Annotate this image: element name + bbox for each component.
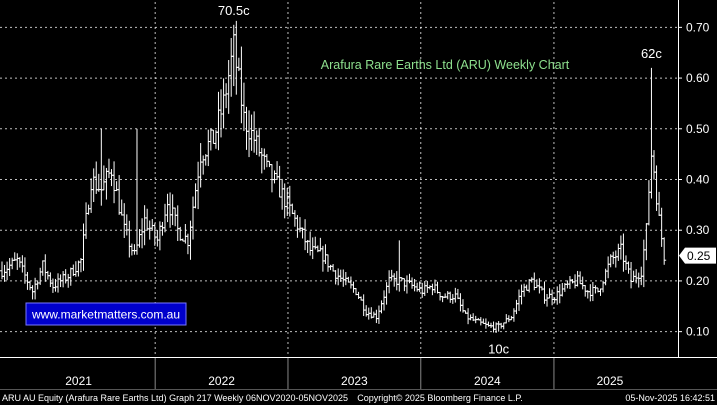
y-tick-label: 0.30 — [686, 223, 710, 237]
x-tick-label: 2022 — [208, 374, 235, 388]
last-price-value: 0.25 — [687, 249, 711, 263]
y-tick-label: 0.70 — [686, 20, 710, 34]
footer-timestamp: 05-Nov-2025 16:42:51 — [625, 393, 715, 403]
axes: 0.10 0.20 0.30 0.40 0.50 0.60 0.70 2021 2022 2023… — [0, 0, 717, 389]
website-link[interactable]: www.marketmatters.com.au — [31, 308, 180, 322]
y-tick-label: 0.60 — [686, 71, 710, 85]
x-tick-label: 2023 — [341, 374, 368, 388]
chart-title: Arafura Rare Earths Ltd (ARU) Weekly Cha… — [321, 58, 570, 72]
x-tick-label: 2021 — [65, 374, 92, 388]
y-tick-label: 0.50 — [686, 122, 710, 136]
y-tick-label: 0.10 — [686, 325, 710, 339]
y-tick-label: 0.20 — [686, 274, 710, 288]
price-annotation: 10c — [488, 342, 509, 357]
footer-left: ARU AU Equity (Arafura Rare Earths Ltd) … — [2, 393, 348, 403]
y-tick-label: 0.40 — [686, 173, 710, 187]
price-annotation: 62c — [641, 46, 662, 61]
price-annotation: 70.5c — [218, 3, 250, 18]
x-tick-label: 2025 — [597, 374, 624, 388]
website-box — [25, 302, 187, 326]
price-bars — [0, 20, 667, 333]
grid-lines — [0, 2, 678, 357]
footer-copyright: Copyright© 2025 Bloomberg Finance L.P. — [357, 393, 523, 403]
last-price-tag-shape — [679, 247, 716, 264]
x-tick-label: 2024 — [474, 374, 501, 388]
last-price-tag: 0.25 — [679, 247, 716, 264]
annotations: 70.5c 62c 10c — [218, 3, 663, 357]
footer-background — [0, 389, 717, 405]
